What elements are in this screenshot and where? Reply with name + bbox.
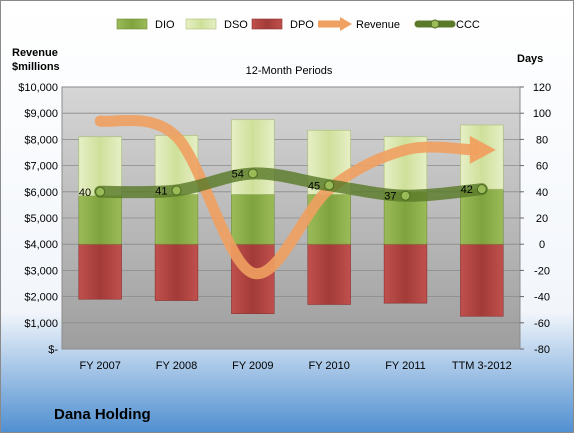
- bar-dpo: [460, 243, 504, 317]
- x-axis-tick-label: FY 2010: [308, 360, 349, 372]
- legend: DIO DSO DPO Revenue CCC: [116, 17, 480, 31]
- right-axis-tick-label: -40: [534, 292, 550, 304]
- ccc-data-label: 40: [79, 187, 91, 199]
- right-axis-tick-label: 0: [539, 239, 545, 251]
- ccc-point: [171, 185, 182, 196]
- right-axis-label: Days: [517, 53, 543, 65]
- left-axis-tick-label: $4,000: [24, 239, 58, 251]
- plot-layer: $- $1,000 $2,000 $3,000 $4,000 $5,000 $6,000 $7…: [18, 82, 551, 372]
- x-axis-tick-label: TTM 3-2012: [452, 360, 512, 372]
- legend-label-ccc: CCC: [456, 19, 480, 31]
- left-axis-tick-label: $6,000: [24, 187, 58, 199]
- bar-dio: [460, 188, 504, 245]
- right-axis-tick-label: 60: [536, 161, 548, 173]
- x-axis-tick-label: FY 2008: [156, 360, 197, 372]
- legend-label-dio: DIO: [155, 19, 175, 31]
- right-axis-tick-label: 40: [536, 187, 548, 199]
- bar-dpo: [78, 243, 122, 300]
- ccc-data-label: 45: [308, 180, 320, 192]
- left-axis-label-line1: Revenue: [12, 47, 58, 59]
- company-name: Dana Holding: [54, 406, 151, 423]
- ccc-point: [95, 186, 106, 197]
- legend-swatch-dpo: [251, 18, 283, 30]
- legend-marker-ccc: [430, 19, 440, 29]
- ccc-data-label: 41: [155, 185, 167, 197]
- right-axis-tick-label: 100: [533, 108, 551, 120]
- ccc-point: [324, 180, 335, 191]
- left-axis-tick-label: $7,000: [24, 161, 58, 173]
- bar-dpo: [154, 243, 199, 301]
- bar-dso: [231, 119, 275, 195]
- bar-dpo: [307, 243, 351, 305]
- legend-arrowhead-revenue: [340, 17, 352, 31]
- right-axis-tick-label: -20: [534, 265, 550, 277]
- legend-label-dpo: DPO: [290, 19, 314, 31]
- bar-dio: [231, 194, 275, 245]
- right-axis-tick-label: 120: [533, 82, 551, 94]
- ccc-line: [94, 167, 488, 202]
- ccc-point: [400, 190, 411, 201]
- revenue-arrowhead: [469, 135, 496, 164]
- ccc-data-label: 54: [232, 168, 244, 180]
- ccc-point: [476, 184, 487, 195]
- x-axis-tick-label: FY 2007: [79, 360, 120, 372]
- left-axis-tick-label: $8,000: [24, 134, 58, 146]
- left-axis-tick-label: $1,000: [24, 318, 58, 330]
- left-axis-tick-label: $9,000: [24, 108, 58, 120]
- right-axis-tick-label: -60: [534, 318, 550, 330]
- right-axis-tick-label: 20: [536, 213, 548, 225]
- bar-dio: [154, 194, 199, 245]
- right-axis-tick-label: -80: [534, 344, 550, 356]
- left-axis-label-line2: $millions: [12, 61, 60, 73]
- ccc-data-label: 42: [461, 184, 473, 196]
- bar-dpo: [383, 243, 428, 304]
- left-axis-tick-label: $5,000: [24, 213, 58, 225]
- x-axis-tick-label: FY 2009: [232, 360, 273, 372]
- legend-label-revenue: Revenue: [356, 19, 400, 31]
- revenue-line: [94, 114, 480, 280]
- left-axis-tick-label: $3,000: [24, 265, 58, 277]
- left-axis-tick-label: $10,000: [18, 82, 58, 94]
- chart-title: 12-Month Periods: [246, 65, 333, 77]
- right-axis-tick-label: 80: [536, 134, 548, 146]
- bar-dio: [78, 195, 122, 245]
- x-axis-tick-label: FY 2011: [385, 360, 426, 372]
- legend-swatch-dso: [185, 18, 217, 30]
- legend-label-dso: DSO: [224, 19, 248, 31]
- left-axis-tick-label: $2,000: [24, 292, 58, 304]
- left-axis-tick-label: $-: [48, 344, 58, 356]
- ccc-data-label: 37: [384, 191, 396, 203]
- ccc-point: [247, 168, 258, 179]
- legend-swatch-dio: [116, 18, 148, 30]
